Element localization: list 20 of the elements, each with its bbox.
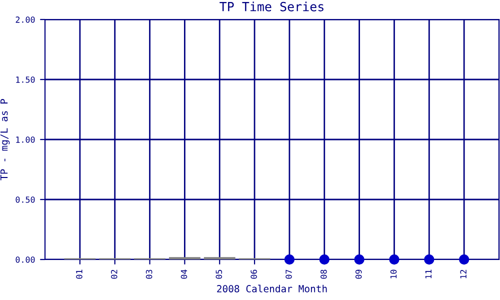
x-tick-label: 09: [355, 270, 362, 279]
x-tick-label: 12: [460, 270, 466, 278]
y-tick-label: 0.50: [16, 196, 35, 203]
y-tick-label: 2.00: [16, 16, 35, 23]
x-tick-label: 02: [110, 270, 118, 279]
x-tick-label: 01: [76, 270, 82, 279]
x-tick-label: 07: [286, 270, 292, 279]
x-tick-label: 11: [425, 270, 432, 278]
x-tick-label: 10: [390, 270, 397, 278]
y-axis-title: TP - mg/L as P: [0, 98, 10, 180]
y-tick-label: 0.00: [16, 256, 35, 263]
x-tick-label: 05: [216, 270, 222, 279]
x-tick-label: 04: [180, 270, 188, 279]
chart-title: TP Time Series: [220, 2, 324, 12]
y-tick-label: 1.00: [16, 136, 35, 143]
x-axis-title: 2008 Calendar Month: [217, 284, 327, 292]
y-tick-label: 1.50: [16, 76, 35, 83]
x-tick-label: 06: [250, 270, 257, 279]
x-tick-label: 08: [320, 270, 327, 279]
x-tick-label: 03: [146, 270, 152, 279]
